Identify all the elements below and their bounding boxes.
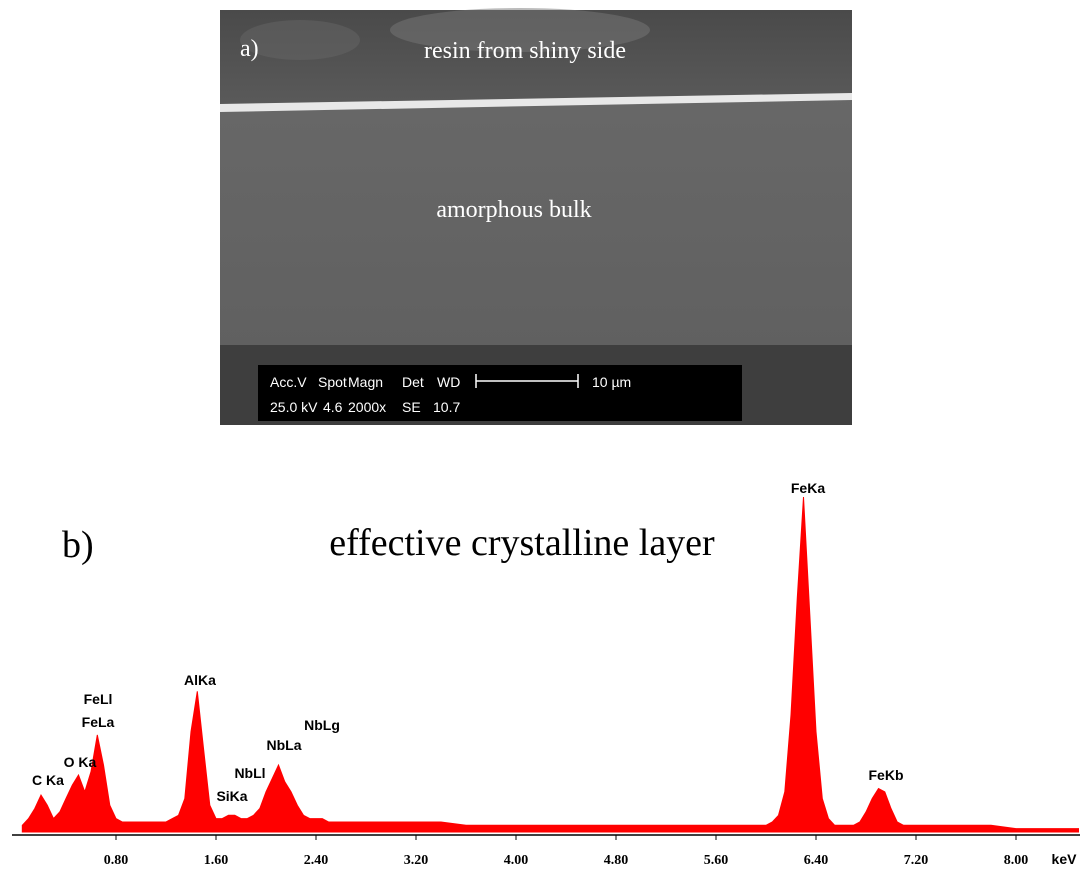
peak-label: FeKb [869, 767, 904, 783]
x-tick-label: 8.00 [1004, 853, 1029, 868]
x-tick-label: 2.40 [304, 853, 329, 868]
databar-value: 2000x [348, 399, 386, 415]
chart-title: effective crystalline layer [329, 522, 715, 564]
x-tick-label: 3.20 [404, 853, 429, 868]
peak-label: FeLa [82, 714, 115, 730]
databar-value: 25.0 kV [270, 399, 318, 415]
peak-label: SiKa [216, 788, 247, 804]
databar-header: WD [437, 374, 460, 390]
x-tick-label: 7.20 [904, 853, 929, 868]
peak-label: FeKa [791, 480, 825, 496]
peak-label: NbLg [304, 717, 340, 733]
scale-label: 10 µm [592, 374, 631, 390]
x-tick-label: 0.80 [104, 853, 129, 868]
peak-label: AlKa [184, 672, 216, 688]
peak-label: O Ka [64, 754, 97, 770]
databar-value: SE [402, 399, 421, 415]
databar-value: 4.6 [323, 399, 343, 415]
spectrum [21, 496, 1079, 833]
peak-label: C Ka [32, 772, 64, 788]
x-tick-label: 4.00 [504, 853, 529, 868]
x-tick-label: 6.40 [804, 853, 829, 868]
panel-label: b) [62, 524, 94, 566]
databar-value: 10.7 [433, 399, 460, 415]
edge-line [220, 93, 852, 112]
resin-texture [240, 20, 360, 60]
x-axis-label: keV [1052, 851, 1078, 867]
databar-header: Det [402, 374, 424, 390]
peak-label: NbLa [267, 737, 302, 753]
resin-texture [390, 8, 650, 52]
peak-label: NbLl [234, 765, 265, 781]
databar-header: Acc.V [270, 374, 307, 390]
panel-label: a) [240, 36, 259, 62]
scale-bar [475, 374, 579, 388]
x-tick-label: 5.60 [704, 853, 729, 868]
databar [258, 365, 742, 421]
databar-text: Acc.V Spot Magn Det WD 25.0 kV 4.6 2000x… [270, 374, 631, 415]
databar-header: Spot [318, 374, 347, 390]
region-label: resin from shiny side [424, 38, 626, 64]
x-tick-label: 1.60 [204, 853, 229, 868]
sem-image: a) resin from shiny side amorphous bulk … [220, 8, 852, 425]
resin-region [220, 10, 852, 106]
peak-label: FeLl [84, 691, 113, 707]
databar-header: Magn [348, 374, 383, 390]
region-label: amorphous bulk [436, 197, 591, 223]
x-tick-label: 4.80 [604, 853, 629, 868]
